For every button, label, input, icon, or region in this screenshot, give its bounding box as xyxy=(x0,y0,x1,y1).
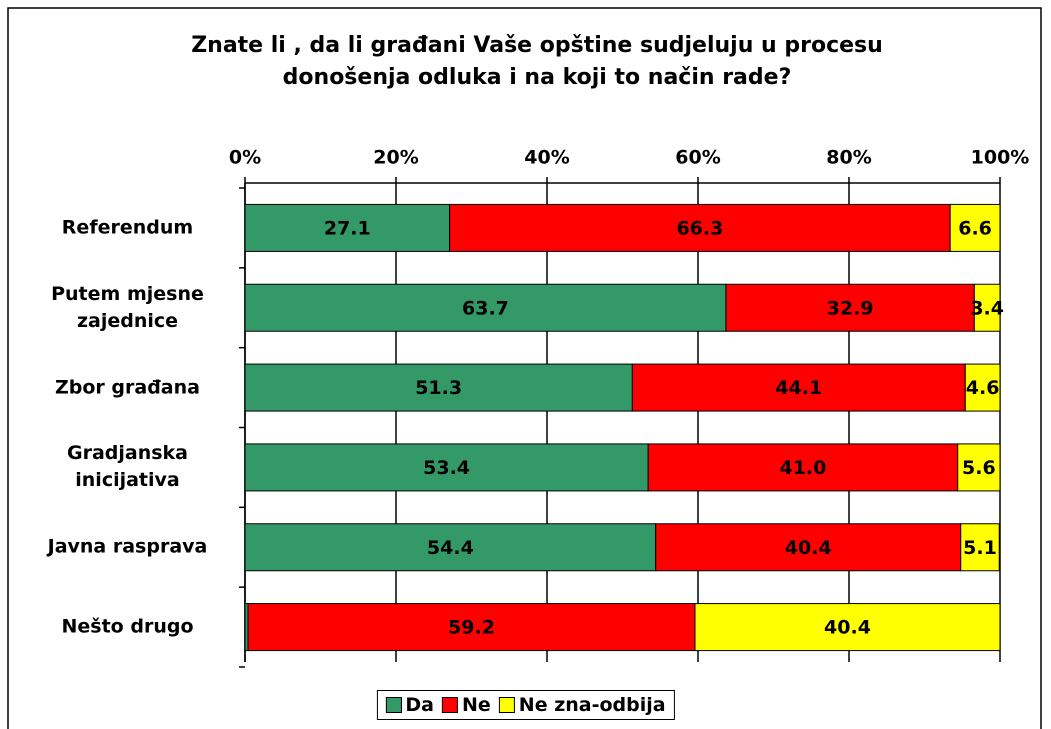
data-label: 5.6 xyxy=(962,457,996,479)
x-tick-label: 20% xyxy=(373,147,418,169)
legend-item: Ne zna-odbija xyxy=(498,694,666,716)
x-tick-label: 80% xyxy=(826,147,871,169)
bar-segment xyxy=(244,443,649,492)
data-label: 66.3 xyxy=(676,217,723,239)
bar-segment xyxy=(244,203,451,252)
bar-segment xyxy=(631,363,966,412)
bar-segment xyxy=(247,603,696,652)
data-label: 41.0 xyxy=(779,457,826,479)
data-label: 51.3 xyxy=(415,377,462,399)
bar-segment xyxy=(949,203,1001,252)
data-label: 59.2 xyxy=(448,617,495,639)
bar-segment xyxy=(957,443,1001,492)
bar-segment xyxy=(449,203,951,252)
legend-item: Ne xyxy=(442,694,491,716)
legend: Da Ne Ne zna-odbija xyxy=(376,690,675,720)
bar-segment xyxy=(244,523,657,572)
y-tick-label: Zbor građana xyxy=(55,376,200,399)
data-label: 27.1 xyxy=(324,217,371,239)
y-tick-label: Referendum xyxy=(61,216,194,239)
data-label: 4.6 xyxy=(966,377,1000,399)
bar-segment xyxy=(960,523,1000,572)
legend-item: Da xyxy=(385,694,434,716)
data-label: 3.4 xyxy=(970,297,1004,319)
bar-segment xyxy=(244,363,633,412)
frame xyxy=(7,7,1042,729)
data-label: 54.4 xyxy=(427,537,474,559)
bar-segment xyxy=(964,363,1001,412)
chart-title: Znate li , da li građani Vaše opštine su… xyxy=(191,33,883,90)
data-label: 53.4 xyxy=(423,457,470,479)
bar-segment xyxy=(647,443,959,492)
bar-segment xyxy=(725,283,975,332)
y-tick-label: Nešto drugo xyxy=(61,615,194,638)
data-label: 40.4 xyxy=(824,617,871,639)
bar-segment xyxy=(973,283,1001,332)
x-tick-label: 0% xyxy=(229,147,261,169)
y-tick-label: Gradjanska inicijativa xyxy=(66,442,188,492)
bar-segment xyxy=(694,603,1001,652)
y-tick-label: Putem mjesne zajednice xyxy=(51,282,204,332)
x-tick-label: 100% xyxy=(971,147,1030,169)
legend-swatch xyxy=(498,697,515,713)
bar-segment xyxy=(244,283,727,332)
data-label: 32.9 xyxy=(827,297,874,319)
x-tick-label: 60% xyxy=(675,147,720,169)
data-label: 40.4 xyxy=(785,537,832,559)
bar-segment xyxy=(655,523,962,572)
legend-label: Ne zna-odbija xyxy=(518,694,666,716)
data-label: 63.7 xyxy=(462,297,509,319)
legend-swatch xyxy=(442,697,458,713)
y-tick-label: Javna rasprava xyxy=(47,535,208,558)
data-label: 44.1 xyxy=(775,377,822,399)
legend-label: Ne xyxy=(462,694,491,716)
x-tick-label: 40% xyxy=(524,147,569,169)
data-label: 5.1 xyxy=(963,537,997,559)
data-label: 6.6 xyxy=(958,217,992,239)
legend-label: Da xyxy=(405,694,434,716)
legend-swatch xyxy=(385,697,402,713)
